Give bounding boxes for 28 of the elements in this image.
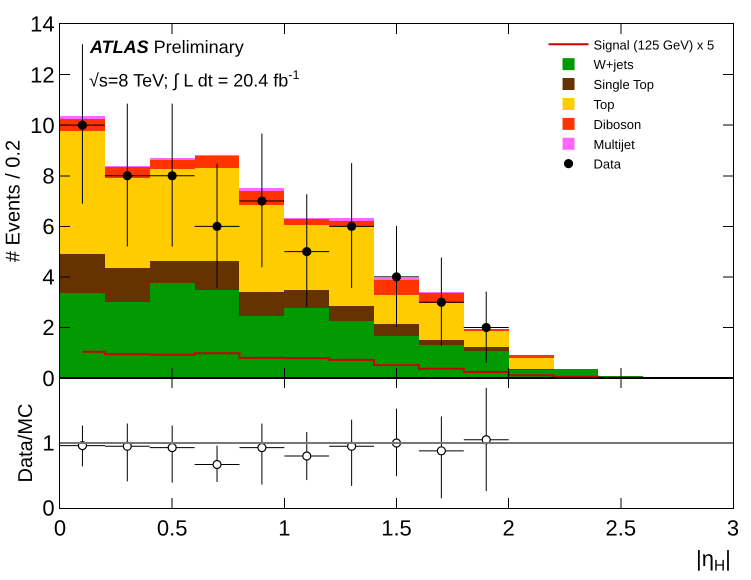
y-tick-label: 0 — [42, 366, 55, 391]
legend-label: Diboson — [594, 116, 642, 132]
y-axis-title: Data/MC — [14, 404, 37, 482]
y-tick-label: 1 — [42, 430, 55, 456]
x-axis-title: |η$_{H}$| — [696, 546, 731, 575]
y-tick-label: 12 — [30, 62, 55, 88]
legend-label: Single Top — [594, 77, 654, 92]
x-tick-label: 1 — [278, 515, 290, 540]
y-tick-label: 14 — [30, 12, 55, 37]
legend-label: Top — [594, 97, 615, 112]
y-tick-label: 6 — [42, 214, 55, 240]
y-tick-label: 0 — [42, 496, 55, 521]
annotation: ATLAS Preliminary — [89, 37, 244, 57]
x-tick-label: 2 — [502, 515, 515, 540]
x-tick-label: 3 — [726, 515, 740, 540]
x-tick-label: 2.5 — [606, 515, 636, 540]
y-tick-label: 8 — [42, 163, 55, 188]
x-tick-label: 0.5 — [156, 515, 188, 540]
legend-label: Signal (125 GeV) x 5 — [594, 37, 714, 52]
y-tick-label: 4 — [42, 264, 55, 290]
y-tick-label: 2 — [42, 315, 55, 340]
legend-label: Multijet — [594, 136, 636, 152]
legend-label: W+jets — [594, 57, 634, 72]
y-tick-label: 10 — [30, 112, 55, 138]
legend-label: Data — [594, 156, 622, 172]
y-axis-title: # Events / 0.2 — [2, 140, 25, 262]
annotation: √s=8 TeV; ∫ L dt = 20.4 fb$^{-1}$ — [89, 68, 300, 91]
x-tick-label: 1.5 — [381, 515, 412, 540]
